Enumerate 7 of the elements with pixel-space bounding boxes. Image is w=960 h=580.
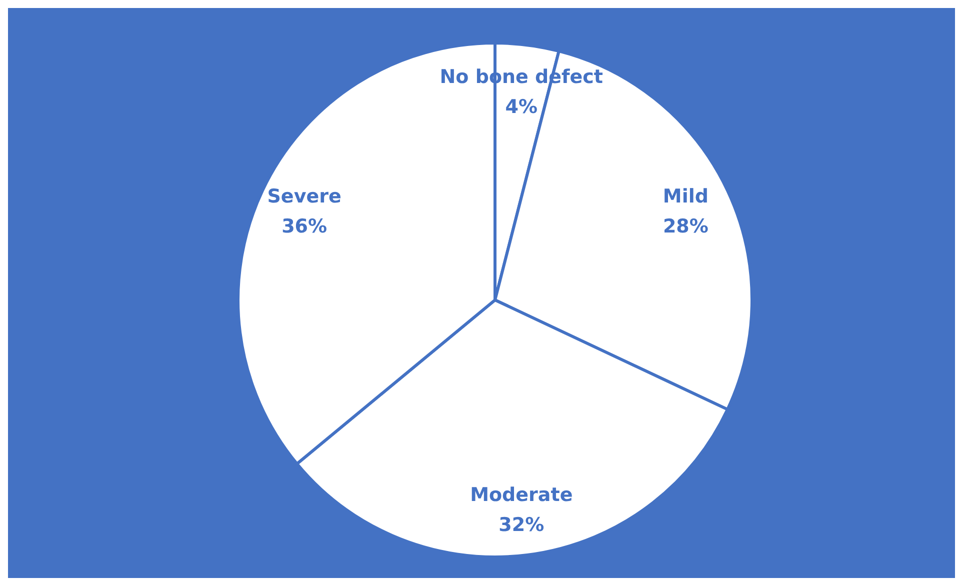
slice-label: Severe [267, 185, 342, 208]
slice-label: Moderate [470, 484, 573, 506]
data-label: 4% [505, 96, 538, 118]
data-label: 28% [662, 215, 708, 238]
slice-label: Mild [662, 185, 708, 208]
data-label: 32% [498, 514, 544, 536]
data-label: 36% [282, 215, 328, 238]
